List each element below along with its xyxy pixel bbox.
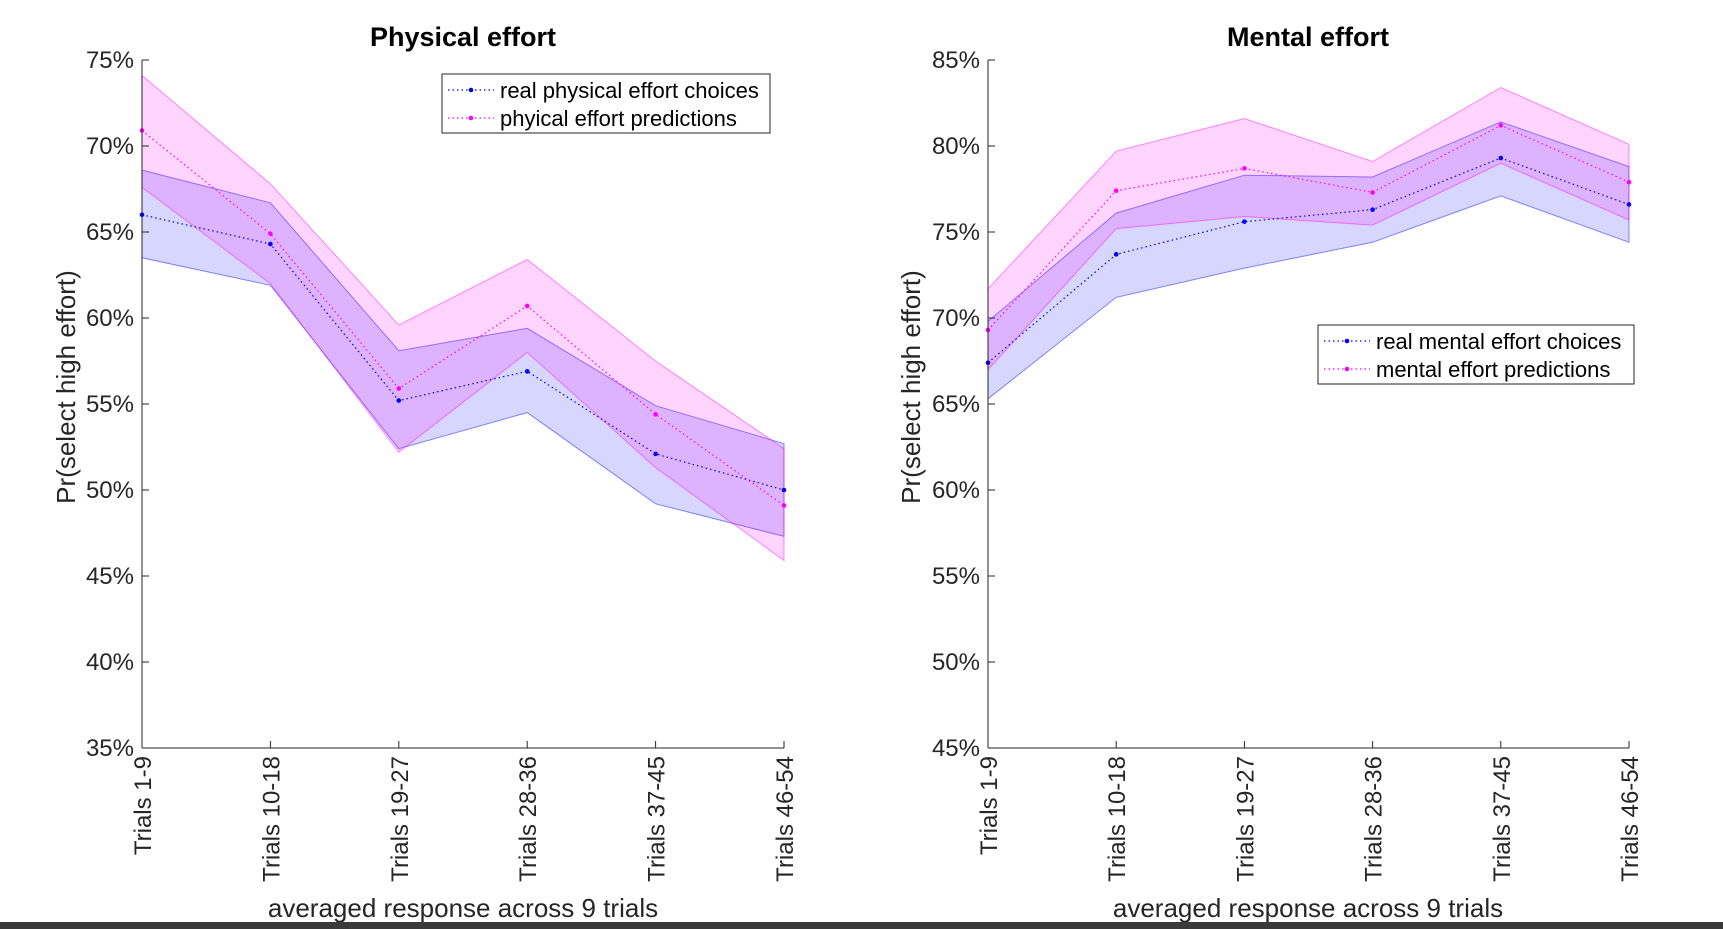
y-tick-label: 65%: [932, 391, 980, 418]
series-lines: [985, 123, 1632, 366]
x-tick-label: Trials 10-18: [258, 756, 285, 882]
band-prediction: [987, 86, 1630, 371]
y-tick-label: 70%: [932, 305, 980, 332]
x-tick-label: Trials 10-18: [1104, 756, 1131, 882]
legend-marker: [1344, 338, 1350, 344]
legend-marker: [1344, 366, 1350, 372]
y-tick-label: 85%: [932, 47, 980, 74]
y-tick-label: 60%: [932, 477, 980, 504]
x-tick-label: Trials 19-27: [387, 756, 414, 882]
legend: real physical effort choices phyical effo…: [441, 73, 771, 134]
x-axis-label: averaged response across 9 trials: [1113, 893, 1503, 923]
y-tick-label: 80%: [932, 133, 980, 160]
axes: 35% 40% 45% 50% 55% 60% 65% 70% 75% Trials 1-9 Tri…: [86, 47, 799, 882]
data-point: [524, 303, 530, 309]
band-real: [141, 169, 785, 538]
data-point: [1113, 252, 1119, 257]
x-tick-label: Trials 1-9: [130, 756, 157, 855]
legend-label: phyical effort predictions: [500, 106, 737, 131]
x-tick-label: Trials 19-27: [1232, 756, 1259, 882]
y-tick-label: 75%: [932, 219, 980, 246]
y-axis-label: Pr(select high effort): [896, 270, 926, 504]
legend-marker: [468, 115, 474, 121]
axes: 45% 50% 55% 60% 65% 70% 75% 80% 85% Trials 1-9 Tri…: [932, 47, 1644, 882]
data-point: [268, 231, 273, 237]
y-tick-label: 35%: [86, 735, 134, 762]
data-point: [1242, 219, 1247, 224]
data-point: [524, 369, 530, 374]
data-point: [1498, 123, 1504, 128]
data-point: [1498, 155, 1504, 161]
data-point: [653, 451, 658, 457]
legend-box: [1317, 324, 1635, 385]
x-tick-label: Trials 28-36: [515, 756, 542, 882]
legend: real mental effort choices mental effort …: [1317, 324, 1635, 385]
data-point: [1626, 202, 1632, 207]
y-tick-label: 70%: [86, 133, 134, 160]
physical-effort-panel: Physical effort Pr(select high effort) a…: [51, 22, 799, 923]
chart-title: Mental effort: [1227, 22, 1389, 52]
legend-marker: [468, 87, 474, 93]
legend-label: real physical effort choices: [500, 78, 759, 103]
data-point: [653, 412, 658, 417]
data-point: [781, 487, 787, 493]
x-tick-label: Trials 1-9: [976, 756, 1003, 855]
data-point: [1370, 190, 1375, 195]
data-point: [396, 398, 402, 403]
y-tick-label: 55%: [932, 563, 980, 590]
y-axis-label: Pr(select high effort): [51, 270, 81, 504]
bottom-strip: [0, 922, 1723, 929]
series-line-real: [987, 157, 1630, 364]
x-axis-label: averaged response across 9 trials: [268, 893, 658, 923]
y-tick-label: 45%: [86, 563, 134, 590]
y-tick-label: 50%: [932, 649, 980, 676]
y-tick-label: 75%: [86, 47, 134, 74]
legend-label: real mental effort choices: [1376, 329, 1621, 354]
data-point: [781, 503, 787, 508]
data-point: [268, 241, 273, 247]
data-point: [1370, 207, 1375, 212]
mental-effort-panel: Mental effort Pr(select high effort) ave…: [896, 22, 1644, 923]
series-line-prediction: [987, 124, 1630, 331]
series-line-prediction: [141, 130, 785, 506]
x-tick-label: Trials 28-36: [1361, 756, 1388, 882]
x-tick-label: Trials 37-45: [644, 756, 671, 882]
confidence-bands: [987, 86, 1630, 400]
data-point: [1242, 166, 1247, 171]
y-tick-label: 55%: [86, 391, 134, 418]
y-tick-label: 65%: [86, 219, 134, 246]
y-tick-label: 45%: [932, 735, 980, 762]
y-tick-label: 40%: [86, 649, 134, 676]
legend-label: mental effort predictions: [1376, 357, 1610, 382]
x-tick-label: Trials 46-54: [1617, 756, 1644, 882]
y-tick-label: 60%: [86, 305, 134, 332]
x-tick-label: Trials 46-54: [772, 756, 799, 882]
band-prediction: [141, 74, 785, 562]
chart-title: Physical effort: [370, 22, 556, 52]
data-point: [1626, 179, 1632, 185]
data-point: [1113, 188, 1119, 194]
x-tick-label: Trials 37-45: [1489, 756, 1516, 882]
y-tick-label: 50%: [86, 477, 134, 504]
confidence-bands: [141, 74, 785, 562]
band-real: [987, 121, 1630, 400]
legend-box: [441, 73, 771, 134]
data-point: [396, 386, 402, 391]
